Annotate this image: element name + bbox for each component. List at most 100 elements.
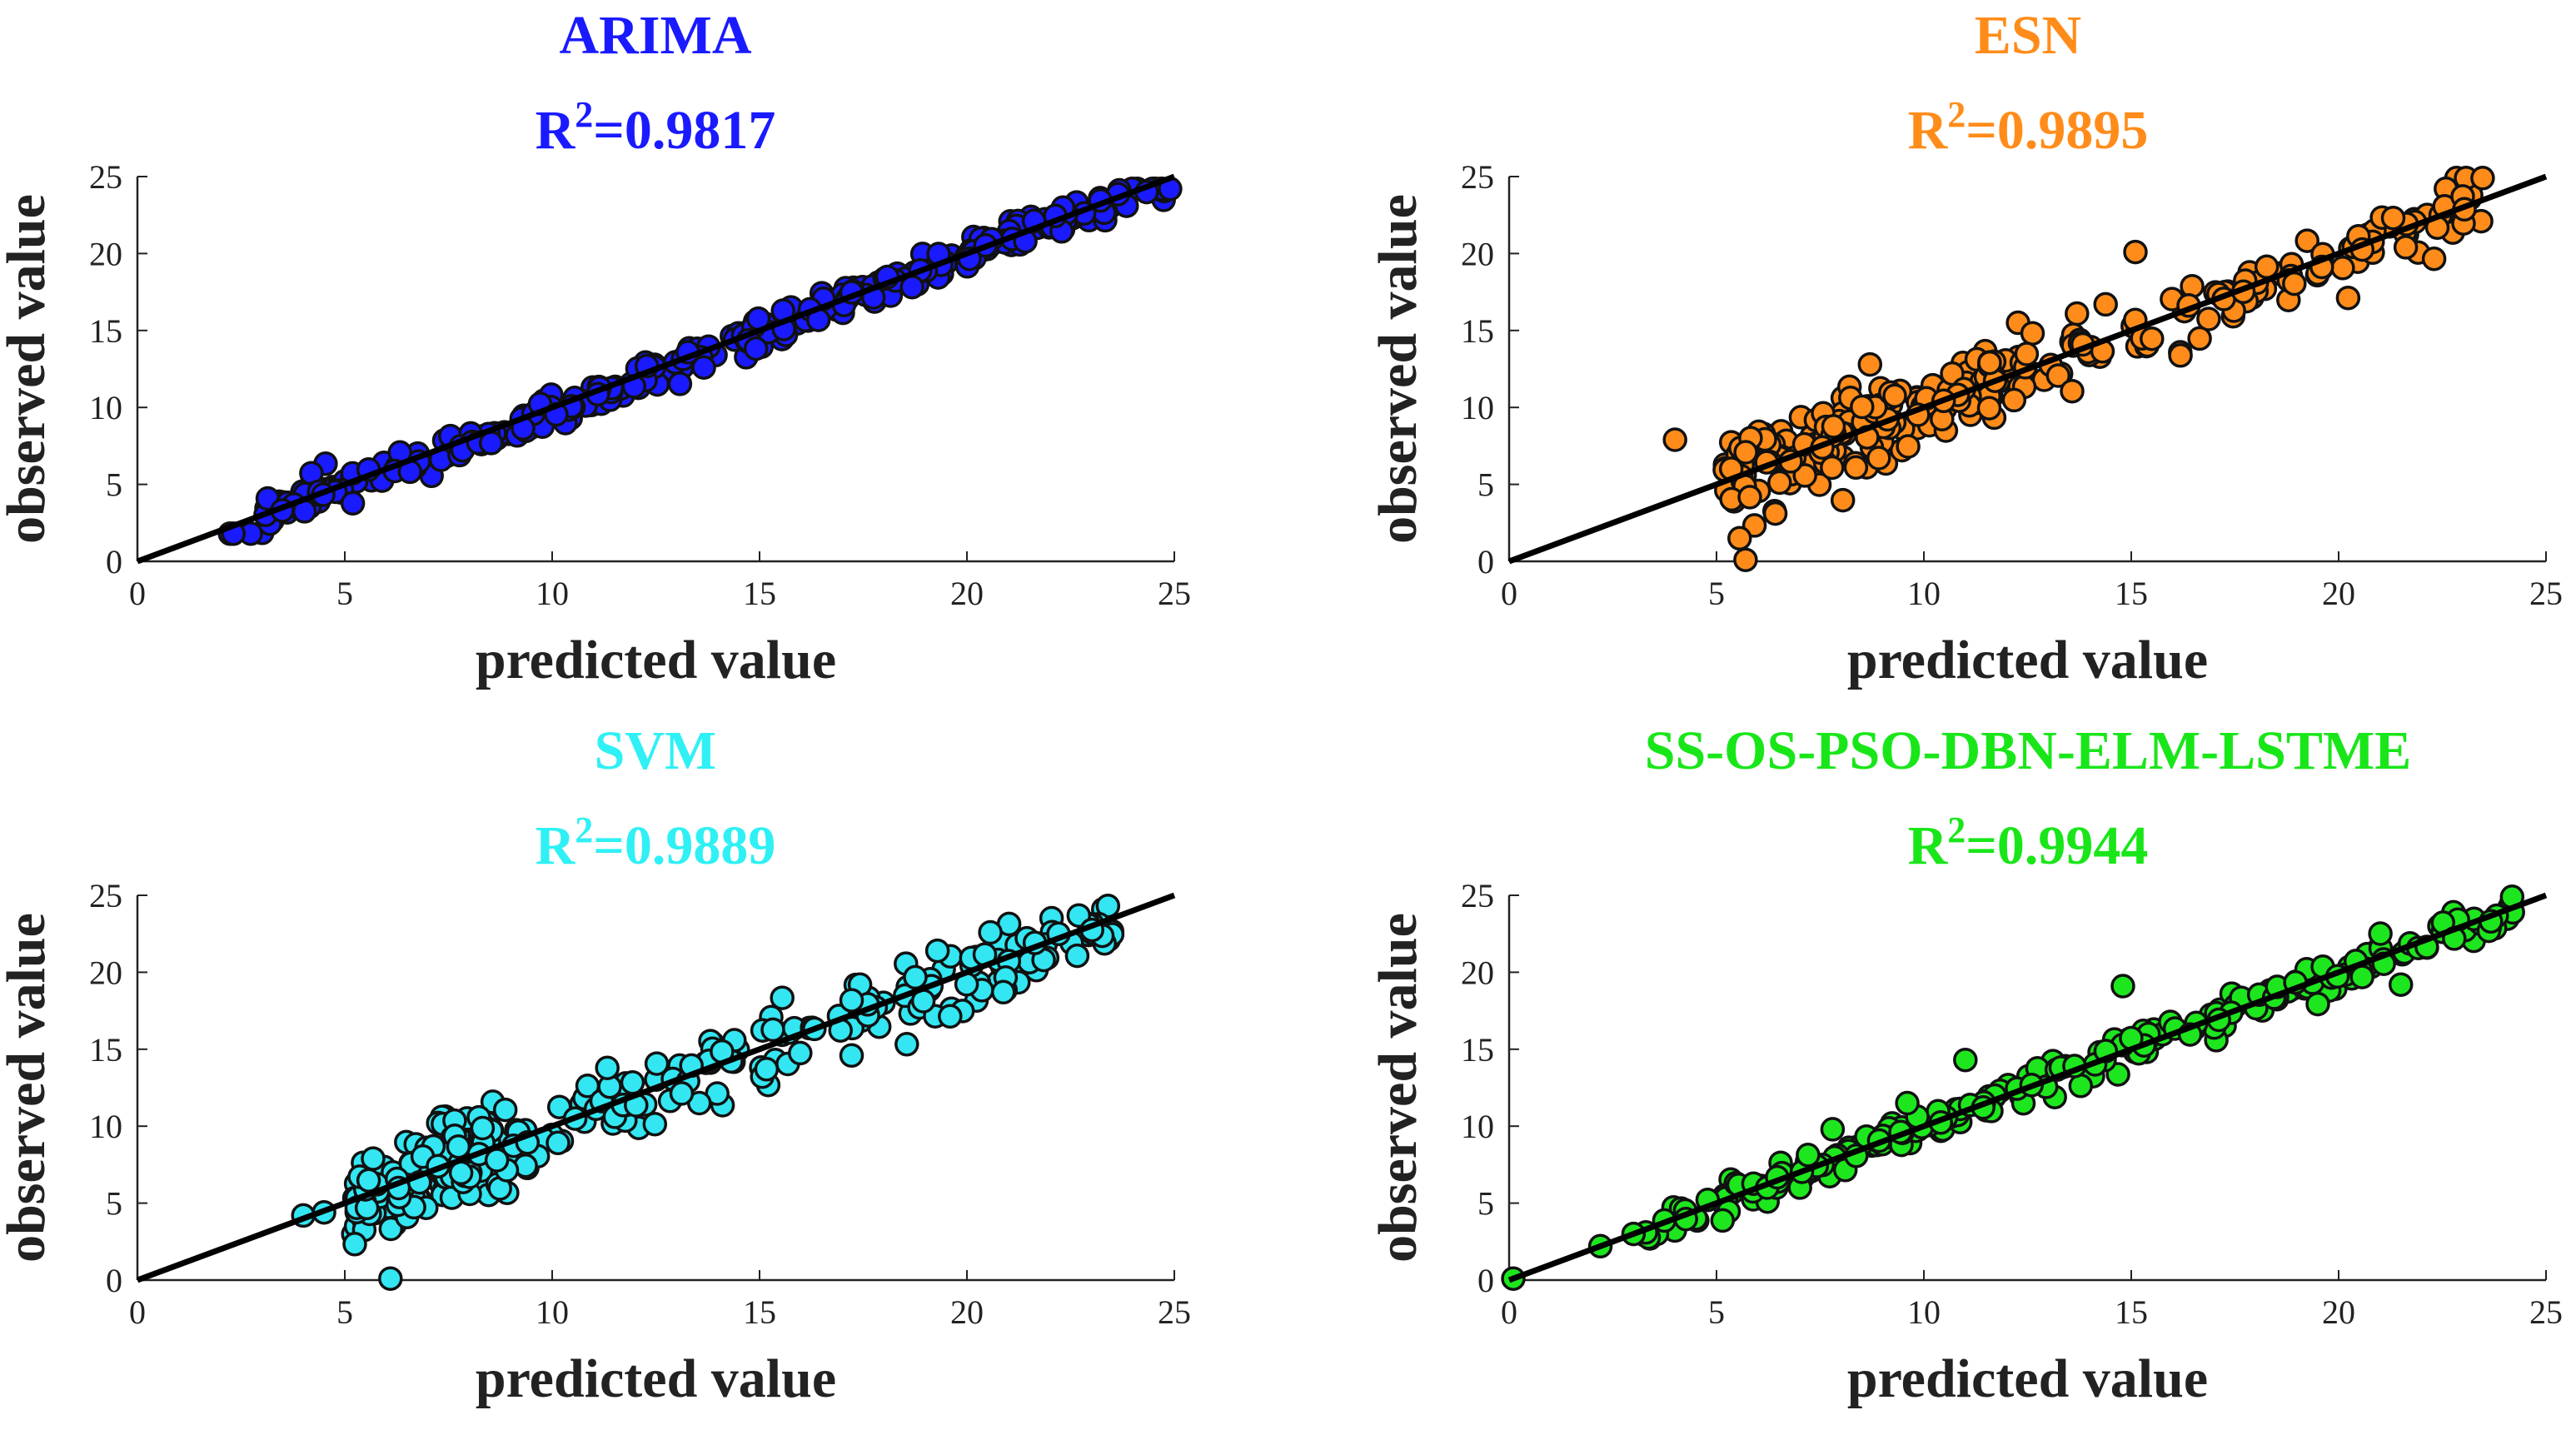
x-axis-label: predicted value: [1847, 630, 2208, 690]
y-axis-label: observed value: [0, 194, 57, 544]
fit-line: [1507, 173, 2548, 565]
y-tick-label: 5: [1477, 466, 1494, 504]
scatter-points: [217, 177, 1183, 546]
y-tick-label: 15: [1461, 1031, 1494, 1069]
data-point: [1866, 446, 1891, 471]
y-tick-label: 0: [106, 543, 122, 580]
data-point: [1857, 351, 1883, 377]
data-point: [546, 1130, 571, 1156]
data-point: [1733, 547, 1758, 572]
data-point: [2045, 363, 2071, 388]
data-point: [2187, 326, 2212, 351]
r2-value: =0.9817: [593, 100, 775, 161]
y-tick-label: 15: [1461, 312, 1494, 350]
data-point: [1727, 526, 1752, 551]
data-point: [2335, 285, 2361, 311]
data-point: [2305, 991, 2330, 1017]
x-tick-label: 10: [536, 1293, 569, 1331]
x-tick-label: 15: [743, 575, 776, 612]
data-point: [2330, 256, 2355, 281]
data-point: [1830, 487, 1856, 513]
data-point: [1850, 394, 1875, 420]
data-point: [378, 1216, 404, 1242]
x-tick-label: 25: [2529, 1293, 2563, 1331]
x-tick-label: 20: [950, 575, 984, 612]
data-point: [2168, 343, 2193, 368]
data-point: [1843, 455, 1869, 481]
y-axis-label: observed value: [0, 913, 57, 1263]
x-tick-label: 0: [129, 1293, 146, 1331]
r-squared-label: R2=0.9817: [536, 94, 776, 161]
y-tick-label: 10: [1461, 1108, 1494, 1145]
data-point: [839, 1043, 864, 1069]
data-point: [2294, 228, 2319, 253]
x-tick-label: 5: [336, 1293, 353, 1331]
y-axis-label: observed value: [1368, 194, 1428, 544]
r2-exponent: 2: [575, 810, 593, 850]
x-tick-label: 25: [1158, 1293, 1191, 1331]
data-point: [342, 1232, 367, 1257]
x-tick-label: 0: [1501, 575, 1517, 612]
data-point: [2110, 974, 2135, 999]
data-point: [938, 1004, 963, 1029]
r2-prefix: R: [536, 100, 576, 161]
scatter-points: [291, 893, 1125, 1291]
data-point: [1792, 463, 1817, 488]
chart-panel: SVM R2=0.9889 0 5 10 15 20 25 0 5 10 15 20 25 predicte…: [0, 720, 1191, 1409]
data-point: [894, 1032, 919, 1057]
data-point: [2388, 972, 2414, 997]
r2-exponent: 2: [1947, 810, 1966, 850]
chart-title: ARIMA: [560, 5, 752, 66]
x-axis-label: predicted value: [476, 630, 836, 690]
data-point: [839, 988, 864, 1013]
data-point: [1762, 501, 1788, 526]
data-point: [2060, 378, 2085, 404]
data-point: [1953, 1047, 1978, 1073]
x-tick-label: 15: [743, 1293, 776, 1331]
y-tick-label: 10: [89, 1108, 122, 1145]
r2-prefix: R: [1908, 815, 1949, 876]
data-point: [2368, 921, 2393, 946]
y-tick-label: 5: [106, 1185, 122, 1223]
r2-value: =0.9895: [1966, 100, 2148, 161]
data-point: [990, 979, 1016, 1005]
r-squared-label: R2=0.9889: [536, 810, 776, 876]
data-point: [1821, 414, 1846, 439]
data-point: [1064, 943, 1090, 969]
y-tick-label: 0: [1477, 1262, 1494, 1299]
data-point: [1662, 427, 1687, 452]
data-point: [1767, 470, 1792, 496]
data-point: [470, 1115, 496, 1141]
r2-exponent: 2: [575, 94, 593, 135]
y-tick-label: 20: [1461, 235, 1494, 272]
y-tick-label: 5: [106, 466, 122, 504]
chart-panel: ARIMA R2=0.9817 0 5 10 15 20 25 0 5 10 15 20 25 predic…: [0, 5, 1191, 690]
y-tick-label: 20: [89, 954, 122, 991]
y-tick-label: 10: [1461, 389, 1494, 426]
r2-prefix: R: [536, 815, 576, 876]
y-tick-label: 15: [89, 312, 122, 350]
fit-line: [1507, 892, 2548, 1283]
x-tick-label: 10: [1907, 1293, 1941, 1331]
r-squared-label: R2=0.9895: [1908, 94, 2149, 161]
data-point: [644, 1051, 670, 1076]
data-point: [2140, 326, 2165, 351]
x-tick-label: 20: [950, 1293, 984, 1331]
y-tick-label: 10: [89, 389, 122, 426]
data-point: [903, 964, 928, 990]
x-tick-label: 10: [536, 575, 569, 612]
y-tick-label: 25: [1461, 158, 1494, 196]
x-tick-label: 5: [1708, 575, 1725, 612]
x-tick-label: 5: [336, 575, 353, 612]
data-point: [595, 1055, 620, 1080]
data-point: [2196, 306, 2221, 331]
data-point: [743, 336, 769, 361]
r2-value: =0.9944: [1966, 815, 2148, 876]
data-point: [2421, 246, 2447, 272]
data-point: [378, 1266, 403, 1291]
data-point: [1896, 434, 1921, 459]
x-tick-label: 5: [1708, 1293, 1725, 1331]
data-point: [1977, 350, 2002, 376]
x-tick-label: 25: [1158, 575, 1191, 612]
data-point: [1820, 1117, 1846, 1142]
